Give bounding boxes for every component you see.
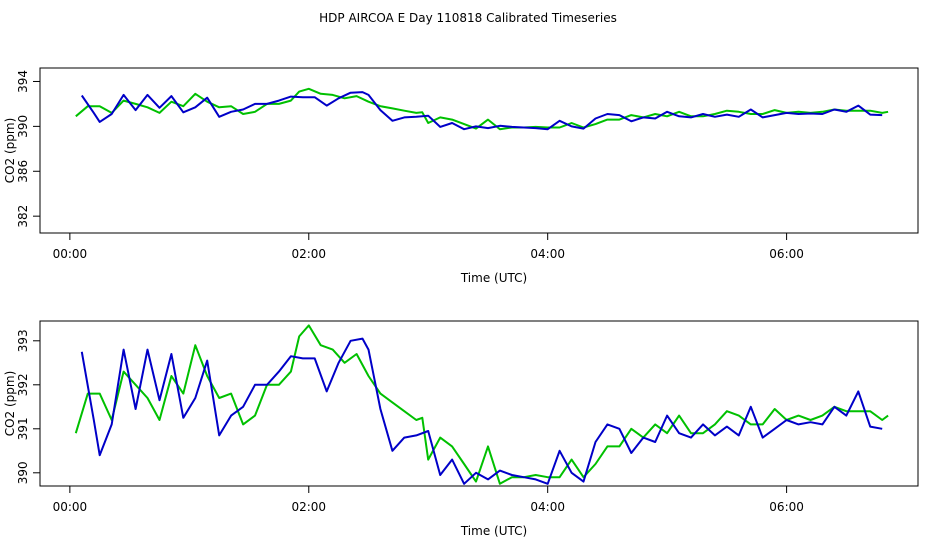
y-tick-label: 391 bbox=[16, 417, 30, 440]
x-axis-label: Time (UTC) bbox=[460, 524, 527, 538]
green-series-line bbox=[75, 87, 889, 131]
y-tick-label: 392 bbox=[16, 373, 30, 396]
x-tick-label: 04:00 bbox=[530, 500, 565, 514]
x-tick-label: 02:00 bbox=[291, 247, 326, 261]
x-tick-label: 00:00 bbox=[53, 500, 88, 514]
plot-frame bbox=[39, 67, 919, 234]
x-axis-label: Time (UTC) bbox=[460, 271, 527, 285]
y-tick-label: 386 bbox=[16, 160, 30, 183]
x-tick-label: 02:00 bbox=[291, 500, 326, 514]
x-tick-label: 00:00 bbox=[53, 247, 88, 261]
y-tick-label: 390 bbox=[16, 461, 30, 484]
x-tick-label: 06:00 bbox=[769, 500, 804, 514]
y-axis-label: CO2 (ppm) bbox=[3, 118, 17, 184]
x-tick-label: 06:00 bbox=[769, 247, 804, 261]
y-tick-label: 382 bbox=[16, 205, 30, 228]
upper-plot-panel: 00:00 02:00 04:00 06:00 382 386 390 394 Time (UT… bbox=[3, 67, 919, 285]
y-tick-label: 390 bbox=[16, 115, 30, 138]
chart-title: HDP AIRCOA E Day 110818 Calibrated Times… bbox=[319, 11, 617, 25]
lower-plot-panel: 00:00 02:00 04:00 06:00 390 391 392 393 Time (UT… bbox=[3, 320, 919, 538]
green-series-line bbox=[74, 324, 889, 485]
blue-series-line bbox=[80, 337, 883, 485]
plot-frame bbox=[39, 320, 919, 487]
y-tick-label: 394 bbox=[16, 70, 30, 93]
blue-series-line bbox=[80, 91, 883, 131]
y-axis-label: CO2 (ppm) bbox=[3, 371, 17, 437]
y-tick-label: 393 bbox=[16, 329, 30, 352]
x-tick-label: 04:00 bbox=[530, 247, 565, 261]
